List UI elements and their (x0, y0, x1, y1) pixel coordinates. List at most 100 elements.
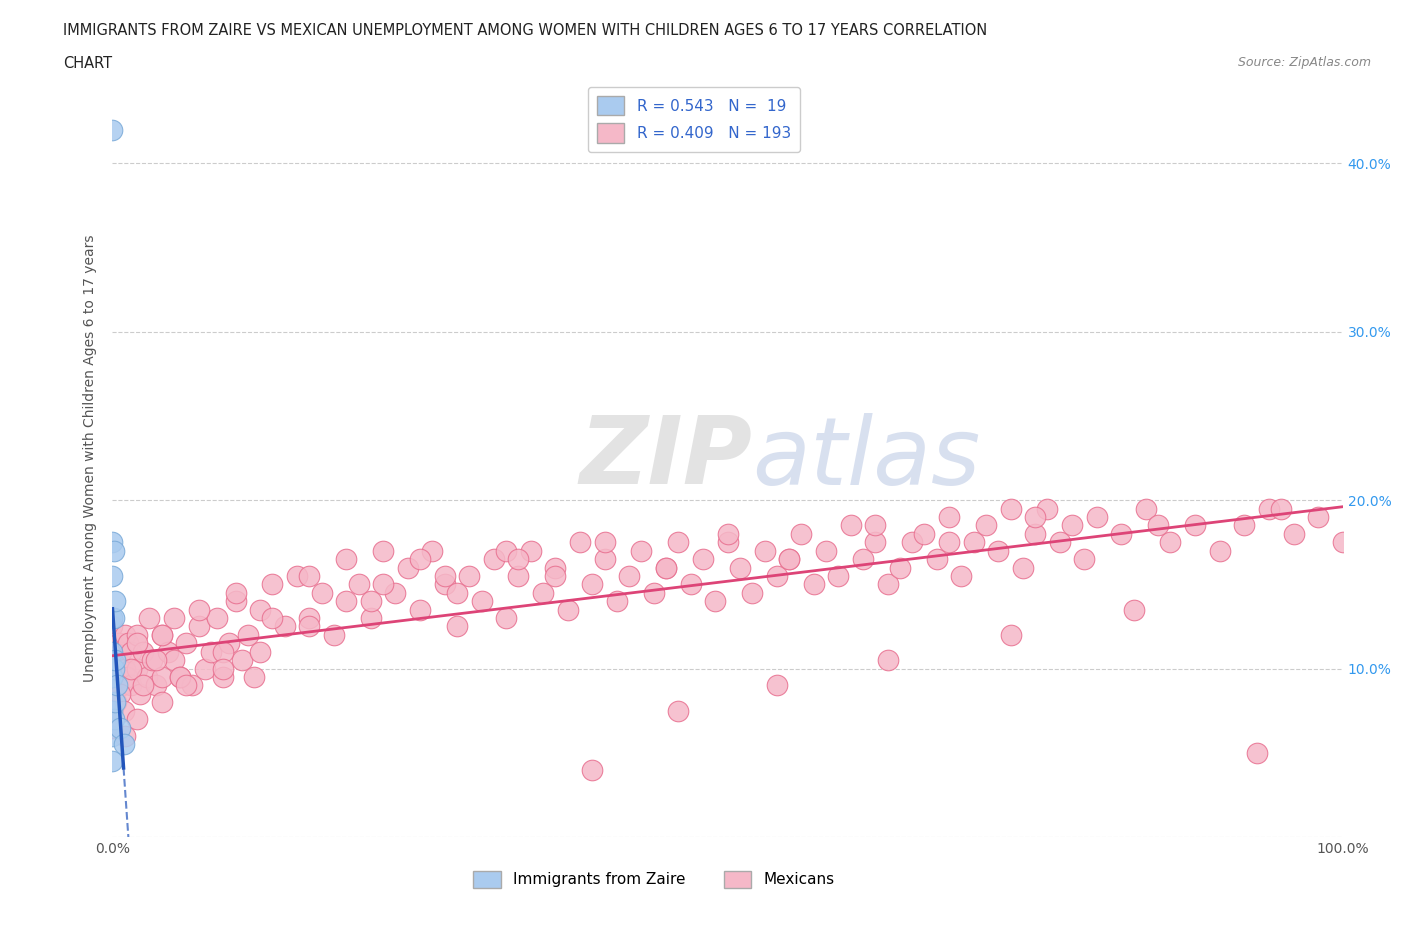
Point (360, 611, 382, 626)
Point (446, 585, 468, 600)
Point (104, 653, 127, 668)
Point (108, 686, 131, 701)
Point (101, 728, 124, 743)
Point (114, 661, 136, 676)
Point (433, 568, 456, 583)
Point (145, 653, 167, 668)
Point (101, 636, 124, 651)
Point (568, 535, 592, 550)
Text: Source: ZipAtlas.com: Source: ZipAtlas.com (1237, 56, 1371, 69)
Point (1282, 526, 1305, 541)
Point (104, 695, 127, 710)
Point (1147, 518, 1170, 533)
Point (901, 535, 924, 550)
Point (422, 543, 444, 558)
Point (1184, 518, 1206, 533)
Point (150, 628, 173, 643)
Point (1159, 535, 1181, 550)
Point (371, 577, 394, 591)
Point (876, 577, 898, 591)
Point (136, 670, 159, 684)
Point (101, 695, 124, 710)
Point (520, 543, 543, 558)
Point (103, 661, 125, 676)
Point (1024, 510, 1046, 525)
Point (409, 551, 432, 566)
Point (107, 636, 129, 651)
Point (101, 535, 124, 550)
Point (132, 678, 155, 693)
Point (120, 644, 142, 659)
Point (169, 670, 191, 684)
Point (360, 593, 382, 608)
Point (790, 526, 813, 541)
Point (117, 636, 139, 651)
Point (495, 543, 517, 558)
Point (704, 593, 727, 608)
Point (323, 628, 346, 643)
Point (889, 560, 911, 575)
Point (212, 670, 235, 684)
Point (458, 568, 481, 583)
Point (655, 560, 678, 575)
Point (101, 644, 124, 659)
Point (218, 636, 240, 651)
Point (1209, 543, 1232, 558)
Point (987, 543, 1010, 558)
Point (236, 628, 259, 643)
Point (1024, 526, 1046, 541)
Point (108, 720, 131, 735)
Point (815, 543, 838, 558)
Point (163, 653, 186, 668)
Point (120, 661, 142, 676)
Point (101, 686, 124, 701)
Point (262, 611, 284, 626)
Point (127, 661, 149, 676)
Point (187, 619, 209, 634)
Point (863, 518, 887, 533)
Point (384, 585, 406, 600)
Point (138, 611, 160, 626)
Point (950, 568, 973, 583)
Point (1111, 526, 1133, 541)
Point (1257, 501, 1279, 516)
Point (101, 711, 124, 726)
Point (446, 619, 468, 634)
Point (105, 695, 128, 710)
Point (243, 670, 266, 684)
Point (938, 535, 960, 550)
Point (101, 703, 124, 718)
Point (852, 551, 875, 566)
Point (212, 644, 235, 659)
Point (668, 703, 690, 718)
Point (655, 560, 678, 575)
Point (200, 644, 222, 659)
Point (101, 670, 124, 684)
Point (101, 619, 124, 634)
Point (544, 568, 567, 583)
Point (692, 551, 714, 566)
Point (194, 661, 217, 676)
Point (1085, 510, 1108, 525)
Point (117, 670, 138, 684)
Point (728, 560, 751, 575)
Point (114, 728, 136, 743)
Point (1135, 501, 1157, 516)
Point (839, 518, 862, 533)
Point (914, 526, 936, 541)
Point (274, 619, 297, 634)
Text: ZIP: ZIP (579, 412, 752, 504)
Point (925, 551, 948, 566)
Point (107, 678, 129, 693)
Point (101, 670, 124, 684)
Point (311, 585, 333, 600)
Point (803, 577, 825, 591)
Point (101, 720, 124, 735)
Point (766, 678, 789, 693)
Text: IMMIGRANTS FROM ZAIRE VS MEXICAN UNEMPLOYMENT AMONG WOMEN WITH CHILDREN AGES 6 T: IMMIGRANTS FROM ZAIRE VS MEXICAN UNEMPLO… (63, 23, 987, 38)
Y-axis label: Unemployment Among Women with Children Ages 6 to 17 years: Unemployment Among Women with Children A… (83, 234, 97, 682)
Point (938, 510, 960, 525)
Point (132, 644, 155, 659)
Point (101, 122, 124, 137)
Point (409, 603, 432, 618)
